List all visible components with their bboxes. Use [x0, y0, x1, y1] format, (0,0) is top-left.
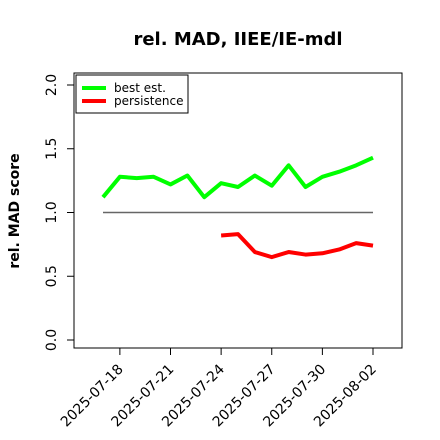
x-axis: 2025-07-182025-07-212025-07-242025-07-27…: [58, 348, 380, 430]
legend-label-best-est: best est.: [114, 81, 166, 95]
legend-label-persistence: persistence: [114, 94, 183, 108]
y-tick-label: 1.5: [44, 138, 60, 160]
y-tick-label: 0.0: [44, 329, 60, 351]
series-line-best-est: [101, 155, 374, 200]
series-line-persistence: [220, 232, 374, 260]
plot-frame: [73, 72, 403, 349]
y-tick-label: 1.0: [44, 201, 60, 223]
series-group: [101, 155, 374, 260]
legend: best est. persistence: [75, 74, 189, 114]
y-axis-label: rel. MAD score: [7, 153, 23, 268]
y-tick-label: 0.5: [44, 265, 60, 287]
chart-title: rel. MAD, IIEE/IE-mdl: [133, 29, 342, 50]
y-axis: 0.0 0.5 1.0 1.5 2.0: [44, 74, 74, 351]
legend-box: [75, 74, 189, 114]
y-tick-label: 2.0: [44, 74, 60, 96]
